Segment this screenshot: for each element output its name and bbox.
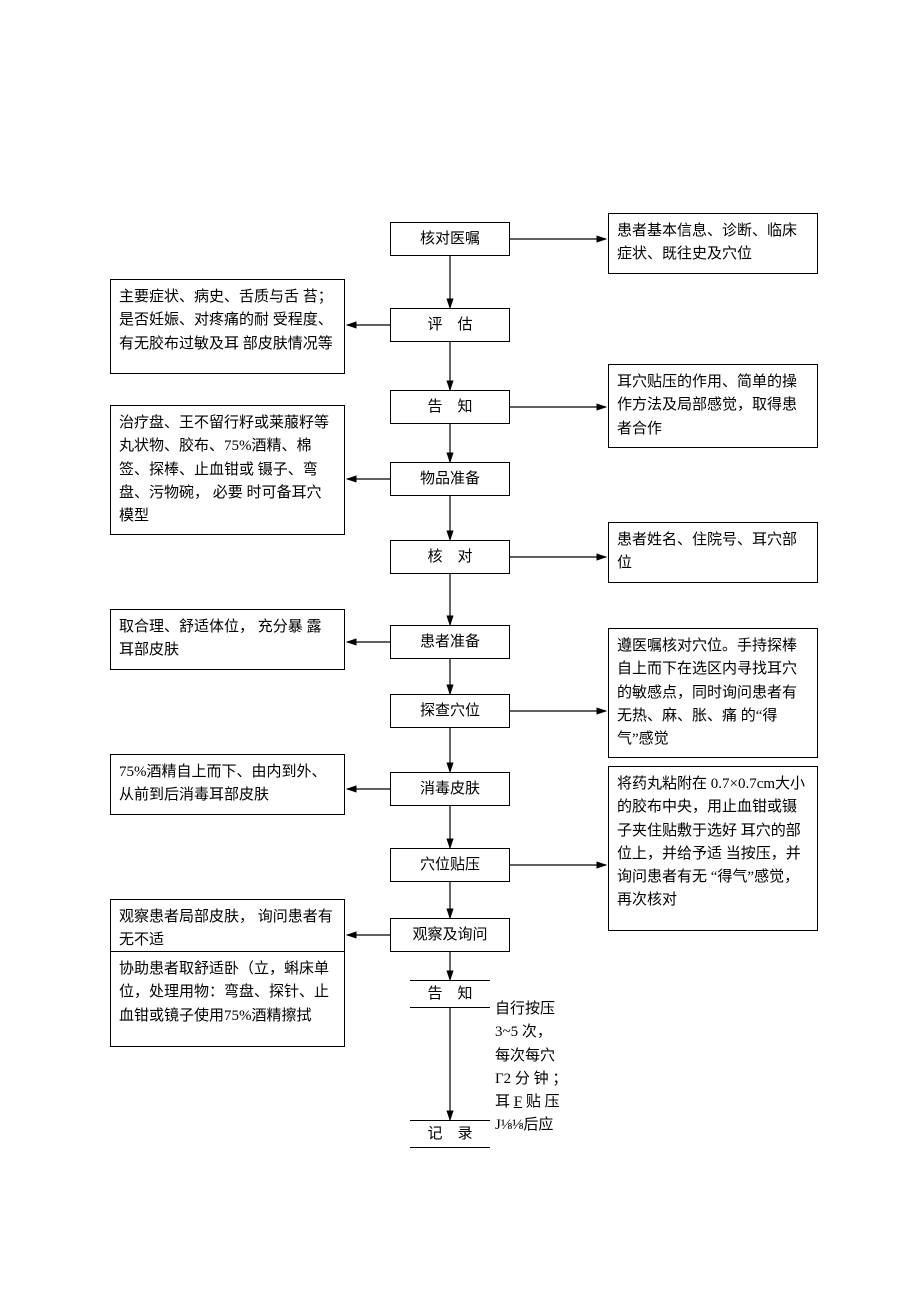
flow-node-label: 告 知 <box>427 984 472 1005</box>
left-note-l4: 75%酒精自上而下、由内到外、从前到后消毒耳部皮肤 <box>110 754 345 815</box>
left-note-l2: 治疗盘、王不留行籽或莱菔籽等丸状物、胶布、75%酒精、棉签、探棒、止血钳或 镊子… <box>110 405 345 535</box>
flow-node-label: 物品准备 <box>420 469 480 490</box>
flow-node-label: 评 估 <box>427 315 472 336</box>
note-text: 观察患者局部皮肤， 询问患者有无不适 <box>119 909 333 948</box>
note-text: 遵医嘱核对穴位。手持探棒自上而下在选区内寻找耳穴的敏感点，同时询问患者有无热、麻… <box>617 638 797 747</box>
note-text: 患者姓名、住院号、耳穴部位 <box>617 532 797 571</box>
right-note-r4: 遵医嘱核对穴位。手持探棒自上而下在选区内寻找耳穴的敏感点，同时询问患者有无热、麻… <box>608 628 818 758</box>
note-text: 将药丸粘附在 0.7×0.7cm大小的胶布中央，用止血钳或镊子夹住贴敷于选好 耳… <box>617 776 805 908</box>
flow-node-n3: 告 知 <box>390 390 510 424</box>
flow-node-label: 探查穴位 <box>420 701 480 722</box>
flow-node-n10: 观察及询问 <box>390 918 510 952</box>
flow-node-n2: 评 估 <box>390 308 510 342</box>
flow-node-n6: 患者准备 <box>390 625 510 659</box>
flow-node-n5: 核 对 <box>390 540 510 574</box>
flow-node-label: 消毒皮肤 <box>420 779 480 800</box>
left-note-l3: 取合理、舒适体位， 充分暴 露耳部皮肤 <box>110 609 345 670</box>
right-note-r3: 患者姓名、住院号、耳穴部位 <box>608 522 818 583</box>
flow-node-n9: 穴位贴压 <box>390 848 510 882</box>
flow-node-n11: 告 知 <box>410 980 490 1008</box>
flow-node-label: 核 对 <box>427 547 472 568</box>
flow-node-n4: 物品准备 <box>390 462 510 496</box>
left-note-l1: 主要症状、病史、舌质与舌 苔；是否妊娠、对疼痛的耐 受程度、有无胶布过敏及耳 部… <box>110 279 345 374</box>
note-text: 治疗盘、王不留行籽或莱菔籽等丸状物、胶布、75%酒精、棉签、探棒、止血钳或 镊子… <box>119 415 329 524</box>
right-note-r1: 患者基本信息、诊断、临床症状、既往史及穴位 <box>608 213 818 274</box>
note-text: 耳穴贴压的作用、简单的操作方法及局部感觉，取得患者合作 <box>617 374 797 437</box>
note-text: 患者基本信息、诊断、临床症状、既往史及穴位 <box>617 223 797 262</box>
flow-node-n7: 探查穴位 <box>390 694 510 728</box>
left-note-l6: 协助患者取舒适卧（立，蝌床单位，处理用物：弯盘、探针、止血钳或镜子使用75%酒精… <box>110 951 345 1047</box>
flow-node-n12: 记 录 <box>410 1120 490 1148</box>
right-note-r5: 将药丸粘附在 0.7×0.7cm大小的胶布中央，用止血钳或镊子夹住贴敷于选好 耳… <box>608 766 818 931</box>
note-text: 75%酒精自上而下、由内到外、从前到后消毒耳部皮肤 <box>119 764 327 803</box>
flow-node-label: 记 录 <box>427 1124 472 1145</box>
note-text: 取合理、舒适体位， 充分暴 露耳部皮肤 <box>119 619 322 658</box>
tail-instructions: 自行按压3~5 次，每次每穴Γ2 分 钟 ；耳 F 贴 压J⅛⅛后应 <box>495 998 605 1138</box>
flow-node-label: 核对医嘱 <box>420 229 480 250</box>
flow-node-label: 穴位贴压 <box>420 855 480 876</box>
flow-node-label: 患者准备 <box>420 632 480 653</box>
flow-node-n8: 消毒皮肤 <box>390 772 510 806</box>
flow-node-label: 观察及询问 <box>412 925 487 946</box>
note-text: 主要症状、病史、舌质与舌 苔；是否妊娠、对疼痛的耐 受程度、有无胶布过敏及耳 部… <box>119 289 333 352</box>
right-note-r2: 耳穴贴压的作用、简单的操作方法及局部感觉，取得患者合作 <box>608 364 818 448</box>
flow-node-n1: 核对医嘱 <box>390 222 510 256</box>
flow-node-label: 告 知 <box>427 397 472 418</box>
note-text: 协助患者取舒适卧（立，蝌床单位，处理用物：弯盘、探针、止血钳或镜子使用75%酒精… <box>119 961 329 1024</box>
